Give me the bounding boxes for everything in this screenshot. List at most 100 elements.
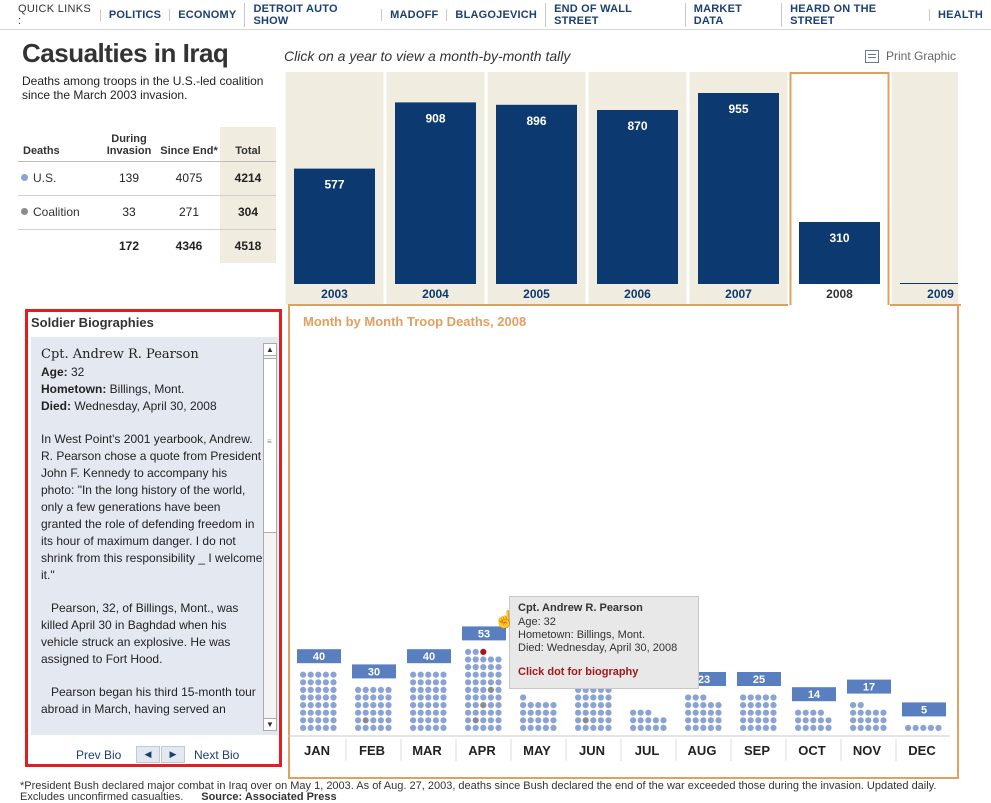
year-tick-label-2005[interactable]: 2005 — [523, 287, 550, 301]
death-dot[interactable] — [535, 709, 542, 716]
death-dot[interactable] — [550, 702, 557, 709]
death-dot[interactable] — [300, 724, 307, 731]
death-dot[interactable] — [307, 702, 314, 709]
death-dot[interactable] — [322, 679, 329, 686]
death-dot[interactable] — [465, 648, 472, 655]
death-dot[interactable] — [755, 694, 762, 701]
death-dot[interactable] — [920, 724, 927, 731]
month-tick-label-JUN[interactable]: JUN — [579, 743, 605, 758]
death-dot[interactable] — [472, 671, 479, 678]
death-dot[interactable] — [770, 702, 777, 709]
death-dot[interactable] — [300, 679, 307, 686]
death-dot[interactable] — [747, 724, 754, 731]
death-dot[interactable] — [465, 671, 472, 678]
month-tick-label-FEB[interactable]: FEB — [359, 743, 385, 758]
scroll-up-icon[interactable]: ▲ — [264, 344, 276, 356]
death-dot[interactable] — [865, 717, 872, 724]
death-dot[interactable] — [487, 671, 494, 678]
death-dot[interactable] — [857, 717, 864, 724]
death-dot[interactable] — [495, 717, 502, 724]
death-dot[interactable] — [385, 709, 392, 716]
month-tick-label-APR[interactable]: APR — [468, 743, 496, 758]
death-dot[interactable] — [465, 709, 472, 716]
death-dot[interactable] — [487, 679, 494, 686]
month-tick-label-MAR[interactable]: MAR — [412, 743, 442, 758]
death-dot[interactable] — [465, 717, 472, 724]
death-dot[interactable] — [747, 702, 754, 709]
death-dot[interactable] — [307, 686, 314, 693]
death-dot[interactable] — [740, 717, 747, 724]
death-dot[interactable] — [355, 724, 362, 731]
death-dot[interactable] — [370, 694, 377, 701]
death-dot[interactable] — [520, 724, 527, 731]
death-dot[interactable] — [590, 724, 597, 731]
year-bar-2004[interactable] — [395, 102, 476, 285]
death-dot[interactable] — [480, 679, 487, 686]
death-dot[interactable] — [300, 671, 307, 678]
death-dot[interactable] — [770, 717, 777, 724]
next-arrow-icon[interactable]: ▶ — [161, 746, 185, 763]
death-dot[interactable] — [605, 709, 612, 716]
death-dot[interactable] — [425, 709, 432, 716]
death-dot[interactable] — [630, 717, 637, 724]
death-dot[interactable] — [550, 709, 557, 716]
death-dot[interactable] — [542, 724, 549, 731]
death-dot[interactable] — [300, 717, 307, 724]
death-dot[interactable] — [527, 709, 534, 716]
death-dot[interactable] — [872, 717, 880, 724]
quick-link-end-of-wall-street[interactable]: END OF WALL STREET — [545, 2, 685, 27]
death-dot[interactable] — [527, 724, 534, 731]
death-dot[interactable] — [770, 694, 777, 701]
death-dot[interactable] — [535, 717, 542, 724]
death-dot[interactable] — [410, 671, 417, 678]
month-tick-label-SEP[interactable]: SEP — [744, 743, 770, 758]
bio-scroll-box[interactable]: Cpt. Andrew R. Pearson Age: 32 Hometown:… — [31, 337, 278, 735]
death-dot[interactable] — [700, 717, 707, 724]
year-tick-label-2004[interactable]: 2004 — [422, 287, 449, 301]
death-dot[interactable] — [495, 724, 502, 731]
death-dot[interactable] — [857, 709, 864, 716]
death-dot[interactable] — [322, 709, 329, 716]
death-dot[interactable] — [465, 694, 472, 701]
death-dot[interactable] — [315, 694, 322, 701]
death-dot[interactable] — [605, 717, 612, 724]
death-dot[interactable] — [660, 717, 667, 724]
year-bar-2005[interactable] — [496, 104, 577, 284]
death-dot[interactable] — [385, 724, 392, 731]
year-bar-2003[interactable] — [294, 168, 375, 284]
death-dot[interactable] — [410, 709, 417, 716]
bio-scrollbar[interactable]: ▲ ▼ — [263, 343, 277, 731]
death-dot[interactable] — [605, 702, 612, 709]
death-dot[interactable] — [857, 702, 864, 709]
death-dot[interactable] — [630, 724, 637, 731]
death-dot[interactable] — [597, 724, 604, 731]
death-dot[interactable] — [762, 724, 769, 731]
death-dot[interactable] — [550, 724, 557, 731]
death-dot[interactable] — [605, 694, 612, 701]
death-dot[interactable] — [755, 702, 762, 709]
year-tick-label-2008[interactable]: 2008 — [826, 287, 853, 301]
death-dot[interactable] — [582, 717, 589, 724]
death-dot[interactable] — [480, 656, 487, 663]
death-dot[interactable] — [692, 709, 699, 716]
death-dot[interactable] — [700, 724, 707, 731]
death-dot[interactable] — [330, 694, 337, 701]
death-dot[interactable] — [520, 702, 527, 709]
death-dot[interactable] — [417, 702, 424, 709]
death-dot[interactable] — [480, 709, 487, 716]
death-dot[interactable] — [880, 724, 887, 731]
death-dot[interactable] — [535, 702, 542, 709]
death-dot[interactable] — [410, 679, 417, 686]
next-bio-link[interactable]: Next Bio — [194, 748, 240, 762]
death-dot[interactable] — [535, 724, 542, 731]
death-dot[interactable] — [762, 702, 769, 709]
month-tick-label-JAN[interactable]: JAN — [304, 743, 330, 758]
death-dot[interactable] — [542, 717, 549, 724]
death-dot[interactable] — [440, 671, 447, 678]
year-bar-2006[interactable] — [597, 110, 678, 284]
death-dot[interactable] — [385, 686, 392, 693]
death-dot[interactable] — [495, 656, 502, 663]
death-dot[interactable] — [872, 724, 880, 731]
death-dot[interactable] — [575, 717, 582, 724]
death-dot[interactable] — [912, 724, 919, 731]
